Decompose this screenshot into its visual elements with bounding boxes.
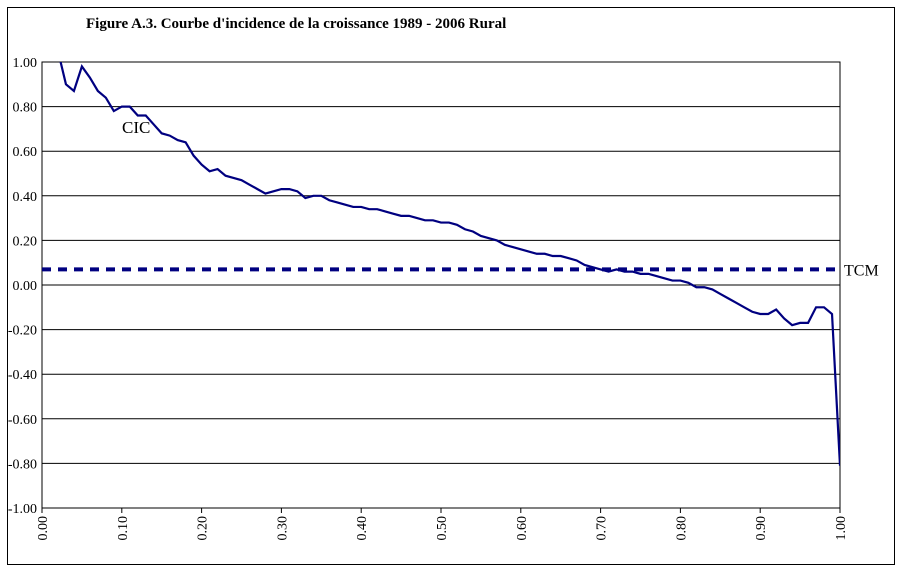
- y-tick-label: 1.00: [13, 56, 38, 71]
- series-label: TCM: [844, 262, 879, 279]
- y-tick-label: 0.60: [13, 145, 38, 160]
- x-tick-label: 1.00: [834, 516, 849, 541]
- x-tick-label: 0.50: [435, 516, 450, 541]
- x-tick-label: 0.10: [116, 516, 131, 541]
- y-tick-label: -0.40: [8, 368, 37, 383]
- x-tick-label: 0.00: [36, 516, 51, 541]
- x-tick-label: 0.80: [674, 516, 689, 541]
- x-tick-label: 0.30: [275, 516, 290, 541]
- series-label: CIC: [122, 118, 150, 137]
- plot-area-border: [41, 61, 841, 509]
- y-tick-label: 0.40: [13, 190, 38, 205]
- x-tick-label: 0.70: [595, 516, 610, 541]
- chart-title: Figure A.3. Courbe d'incidence de la cro…: [86, 16, 506, 32]
- x-tick-label: 0.20: [196, 516, 211, 541]
- y-tick-label: -0.80: [8, 457, 37, 472]
- x-tick-label: 0.90: [754, 516, 769, 541]
- chart-frame: [7, 7, 895, 565]
- y-tick-label: 0.80: [13, 101, 38, 116]
- y-tick-label: 0.20: [13, 234, 38, 249]
- y-tick-label: -0.60: [8, 413, 37, 428]
- series-line: [59, 62, 840, 466]
- plot-clip: [42, 62, 840, 466]
- y-tick-label: -0.20: [8, 324, 37, 339]
- y-tick-label: 0.00: [13, 279, 38, 294]
- y-tick-label: -1.00: [8, 502, 37, 517]
- x-tick-label: 0.60: [515, 516, 530, 541]
- x-tick-label: 0.40: [355, 516, 370, 541]
